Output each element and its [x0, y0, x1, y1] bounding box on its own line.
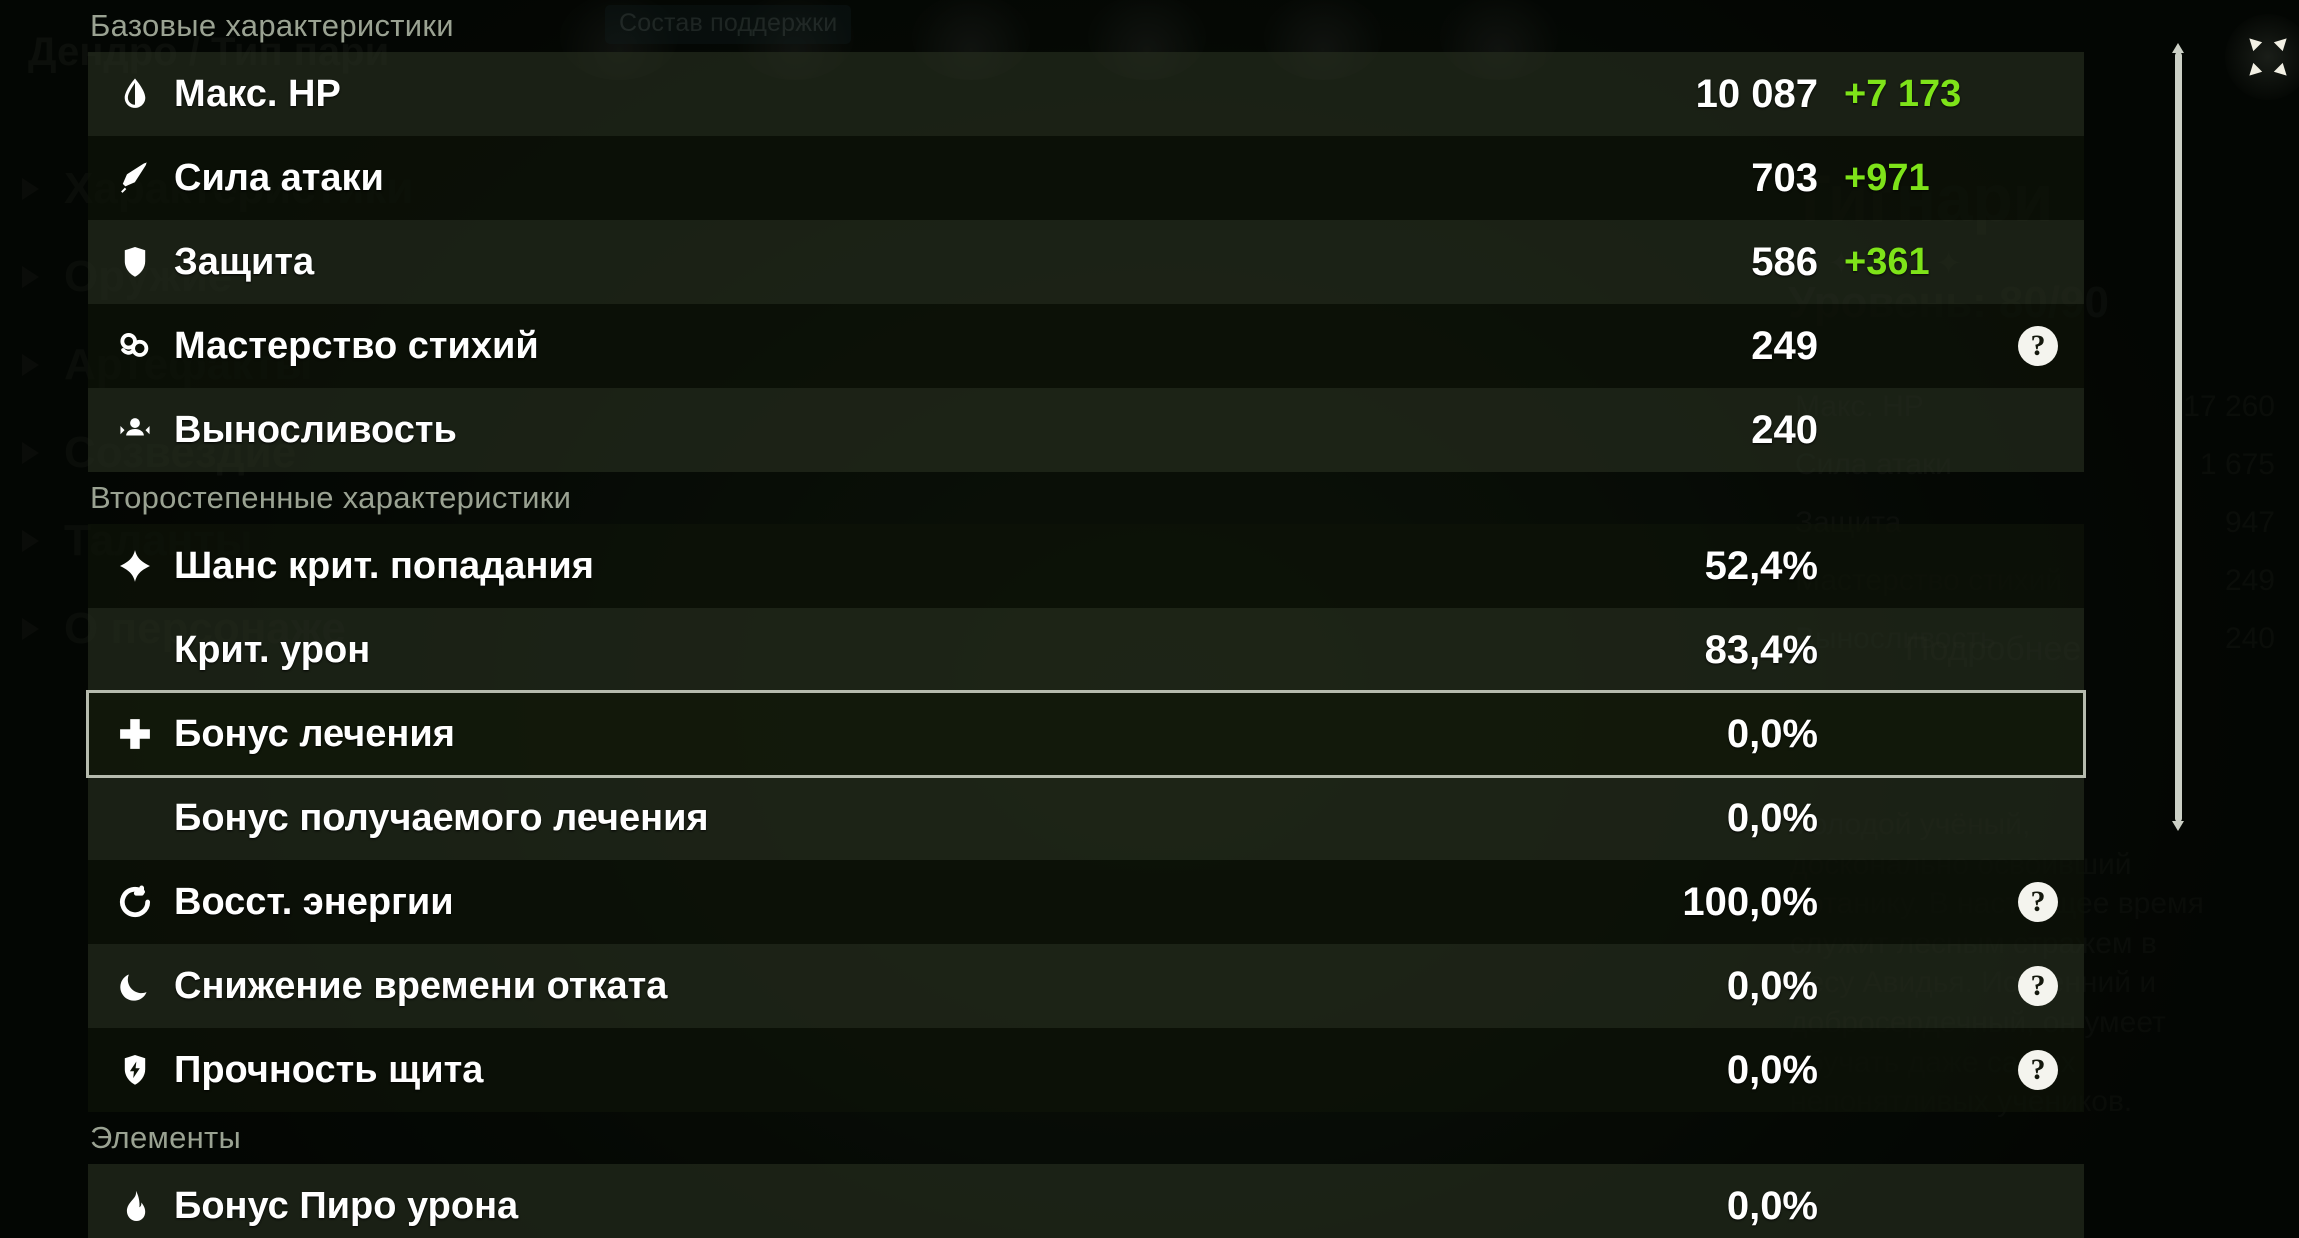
stat-bonus: +971 [1844, 156, 1930, 199]
stat-value: 240 [1751, 407, 1818, 452]
stat-value: 249 [1751, 323, 1818, 368]
stat-row-incoming-healing-bonus[interactable]: Бонус получаемого лечения 0,0% ? [88, 776, 2084, 860]
section-header-secondary: Второстепенные характеристики [90, 480, 572, 515]
stat-value: 10 087 [1695, 71, 1818, 116]
stat-value: 0,0% [1726, 963, 1818, 1008]
stat-value: 586 [1751, 239, 1818, 284]
stat-label: Бонус получаемого лечения [174, 796, 709, 839]
section-header-elements: Элементы [90, 1120, 242, 1155]
stat-row-crit-rate[interactable]: Шанс крит. попадания 52,4% ? [88, 524, 2084, 608]
shield-strength-icon [112, 1047, 158, 1093]
crit-rate-star-icon [112, 543, 158, 589]
stat-row-cooldown-reduction[interactable]: Снижение времени отката 0,0% ? [88, 944, 2084, 1028]
stat-label: Мастерство стихий [174, 324, 539, 367]
stat-row-shield-strength[interactable]: Прочность щита 0,0% ? [88, 1028, 2084, 1112]
stat-value: 52,4% [1704, 543, 1818, 588]
elemental-mastery-icon [112, 323, 158, 369]
help-icon[interactable]: ? [2018, 1050, 2058, 1090]
stat-row-elemental-mastery[interactable]: Мастерство стихий 249 ? [88, 304, 2084, 388]
stat-bonus: +361 [1844, 240, 1930, 283]
stat-row-stamina[interactable]: Выносливость 240 ? [88, 388, 2084, 472]
stat-label: Сила атаки [174, 156, 384, 199]
stat-row-crit-damage[interactable]: Крит. урон 83,4% ? [88, 608, 2084, 692]
vertical-scrollbar[interactable] [2172, 30, 2184, 1210]
stat-value: 100,0% [1682, 879, 1818, 924]
stat-value: 83,4% [1704, 627, 1818, 672]
stat-label: Прочность щита [174, 1048, 484, 1091]
stat-value: 703 [1751, 155, 1818, 200]
cooldown-moon-icon [112, 963, 158, 1009]
stat-label: Снижение времени отката [174, 964, 668, 1007]
expand-arrows-icon[interactable] [2225, 14, 2299, 100]
scrollbar-thumb[interactable] [2172, 43, 2184, 831]
stat-value: 0,0% [1726, 795, 1818, 840]
stat-row-pyro-dmg-bonus[interactable]: Бонус Пиро урона 0,0% ? [88, 1164, 2084, 1238]
stat-detail-panel: Базовые характеристики Макс. HP 10 087 +… [86, 8, 2086, 1238]
energy-recharge-icon [112, 879, 158, 925]
section-header-base: Базовые характеристики [90, 8, 454, 43]
stamina-icon [112, 407, 158, 453]
attack-sword-icon [112, 155, 158, 201]
stat-label: Крит. урон [174, 628, 371, 671]
stat-row-attack[interactable]: Сила атаки 703 +971 ? [88, 136, 2084, 220]
stat-label: Выносливость [174, 408, 457, 451]
stat-value: 0,0% [1726, 711, 1818, 756]
stat-row-energy-recharge[interactable]: Восст. энергии 100,0% ? [88, 860, 2084, 944]
help-icon[interactable]: ? [2018, 326, 2058, 366]
pyro-flame-icon [112, 1183, 158, 1229]
stat-label: Макс. HP [174, 72, 341, 115]
stat-label: Шанс крит. попадания [174, 544, 594, 587]
stat-label: Восст. энергии [174, 880, 454, 923]
stat-row-max-hp[interactable]: Макс. HP 10 087 +7 173 ? [88, 52, 2084, 136]
stat-label: Защита [174, 240, 315, 283]
stat-value: 0,0% [1726, 1183, 1818, 1228]
help-icon[interactable]: ? [2018, 966, 2058, 1006]
stat-label: Бонус Пиро урона [174, 1184, 519, 1227]
stat-value: 0,0% [1726, 1047, 1818, 1092]
stat-row-defense[interactable]: Защита 586 +361 ? [88, 220, 2084, 304]
healing-cross-icon [112, 711, 158, 757]
defense-shield-icon [112, 239, 158, 285]
stat-bonus: +7 173 [1844, 72, 1962, 115]
stat-label: Бонус лечения [174, 712, 455, 755]
help-icon[interactable]: ? [2018, 882, 2058, 922]
stat-row-healing-bonus[interactable]: Бонус лечения 0,0% ? [86, 690, 2086, 778]
hp-drop-icon [112, 71, 158, 117]
